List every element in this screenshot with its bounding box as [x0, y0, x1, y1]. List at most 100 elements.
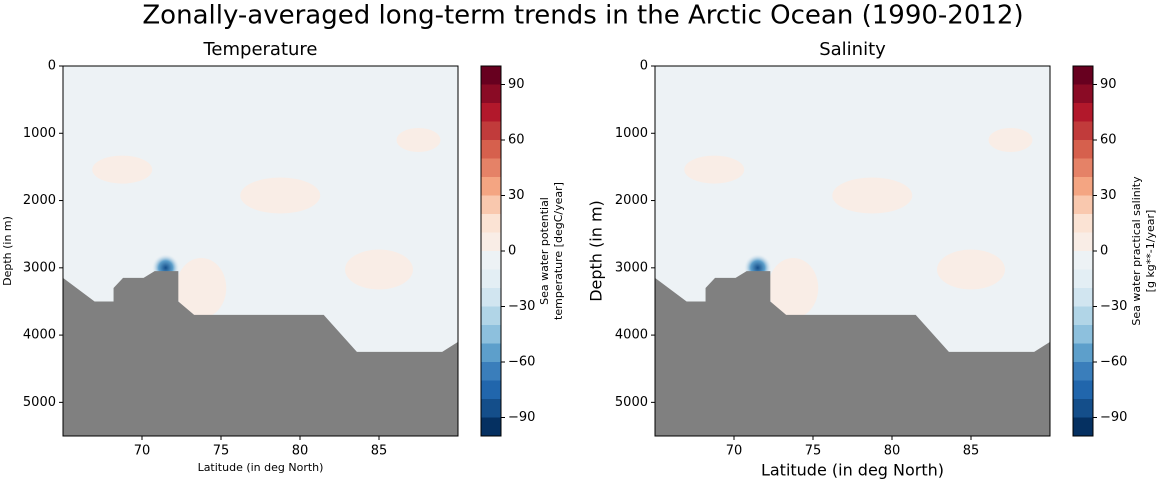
colorbar-label: temperature [degC/year]	[552, 182, 565, 320]
panel: Salinity 70 75 80 85 0 1000 2000 3000 4000 5000 Lat…	[587, 39, 1158, 480]
panel: Temperature 70 75 80 85 0 1000 2000 3000 4000 5000…	[1, 39, 565, 474]
colorbar-tick-label: 0	[1100, 244, 1108, 259]
y-tick-label: 2000	[615, 193, 648, 208]
colorbar-band	[481, 195, 501, 214]
colorbar-band	[1073, 177, 1093, 196]
colorbar-band	[1073, 399, 1093, 418]
colorbar-band	[481, 66, 501, 85]
colorbar-band	[481, 288, 501, 307]
colorbar-tick-label: 60	[1100, 133, 1117, 148]
y-axis-label: Depth (in m)	[587, 200, 606, 302]
colorbar-tick-label: 90	[508, 77, 525, 92]
x-axis-label: Latitude (in deg North)	[761, 461, 944, 480]
anomaly-patch	[345, 249, 413, 290]
colorbar-band	[481, 251, 501, 270]
colorbar-tick-label: 30	[1100, 188, 1117, 203]
colorbar-band	[481, 380, 501, 399]
anomaly-patch	[988, 128, 1033, 152]
colorbar-band	[1073, 84, 1093, 103]
colorbar-band	[1073, 325, 1093, 344]
x-tick-label: 80	[292, 444, 309, 459]
y-tick-label: 0	[48, 59, 56, 74]
colorbar-band	[1073, 214, 1093, 233]
colorbar-label: Sea water potential	[538, 197, 551, 305]
colorbar-band	[1073, 103, 1093, 122]
axes-frame	[62, 65, 459, 437]
colorbar-band	[1073, 121, 1093, 140]
colorbar-tick-label: 90	[1100, 77, 1117, 92]
colorbar-tick-label: −90	[1100, 410, 1127, 425]
colorbar-band	[481, 121, 501, 140]
colorbar-tick-label: −60	[1100, 355, 1127, 370]
panel-title: Salinity	[819, 39, 886, 60]
colorbar-band	[1073, 158, 1093, 177]
x-tick-label: 80	[884, 444, 901, 459]
y-tick-label: 4000	[615, 328, 648, 343]
anomaly-patch	[768, 258, 819, 318]
anomaly-patch	[937, 249, 1005, 290]
anomaly-patch	[176, 258, 227, 318]
colorbar-band	[481, 214, 501, 233]
y-tick-label: 0	[640, 59, 648, 74]
anomaly-patch	[396, 128, 441, 152]
y-tick-label: 1000	[23, 126, 56, 141]
colorbar-tick-label: −30	[508, 299, 535, 314]
colorbar-band	[1073, 362, 1093, 381]
colorbar-band	[481, 158, 501, 177]
x-tick-label: 85	[371, 444, 388, 459]
y-axis-label: Depth (in m)	[1, 216, 14, 286]
y-tick-label: 5000	[615, 395, 648, 410]
colorbar-tick-label: 30	[508, 188, 525, 203]
anomaly-patch	[240, 177, 321, 214]
colorbar-label: Sea water practical salinity	[1130, 176, 1143, 326]
x-axis-label: Latitude (in deg North)	[198, 461, 324, 474]
colorbar-band	[481, 84, 501, 103]
x-tick-label: 70	[726, 444, 743, 459]
colorbar-band	[481, 325, 501, 344]
colorbar-band	[1073, 232, 1093, 251]
anomaly-patch	[684, 155, 745, 184]
colorbar-band	[1073, 269, 1093, 288]
colorbar-tick-label: −60	[508, 355, 535, 370]
y-tick-label: 3000	[23, 260, 56, 275]
colorbar-band	[481, 232, 501, 251]
y-tick-label: 3000	[615, 260, 648, 275]
colorbar-band	[481, 140, 501, 159]
y-tick-label: 5000	[23, 395, 56, 410]
colorbar-tick-label: −30	[1100, 299, 1127, 314]
colorbar-band	[1073, 288, 1093, 307]
colorbar-band	[1073, 195, 1093, 214]
colorbar-band	[1073, 380, 1093, 399]
seafloor	[63, 271, 458, 436]
colorbar-band	[1073, 306, 1093, 325]
anomaly-patch	[832, 177, 913, 214]
colorbar-band	[481, 103, 501, 122]
y-tick-label: 2000	[23, 193, 56, 208]
colorbar-tick-label: −90	[508, 410, 535, 425]
colorbar-band	[481, 177, 501, 196]
colorbar-band	[481, 343, 501, 362]
panel-title: Temperature	[202, 39, 317, 60]
x-tick-label: 75	[805, 444, 822, 459]
x-tick-label: 70	[134, 444, 151, 459]
y-tick-label: 4000	[23, 328, 56, 343]
colorbar-band	[481, 306, 501, 325]
colorbar-band	[481, 362, 501, 381]
axes-frame	[654, 65, 1051, 437]
colorbar-band	[1073, 140, 1093, 159]
seafloor	[655, 271, 1050, 436]
x-tick-label: 85	[963, 444, 980, 459]
colorbar-tick-label: 60	[508, 133, 525, 148]
colorbar-band	[1073, 417, 1093, 436]
colorbar-band	[1073, 66, 1093, 85]
x-tick-label: 75	[213, 444, 230, 459]
colorbar-band	[481, 269, 501, 288]
colorbar-band	[481, 417, 501, 436]
anomaly-patch	[92, 155, 153, 184]
colorbar-band	[481, 399, 501, 418]
colorbar-tick-label: 0	[508, 244, 516, 259]
colorbar-label: [g kg**-1/year]	[1144, 210, 1157, 293]
colorbar-band	[1073, 343, 1093, 362]
colorbar-band	[1073, 251, 1093, 270]
